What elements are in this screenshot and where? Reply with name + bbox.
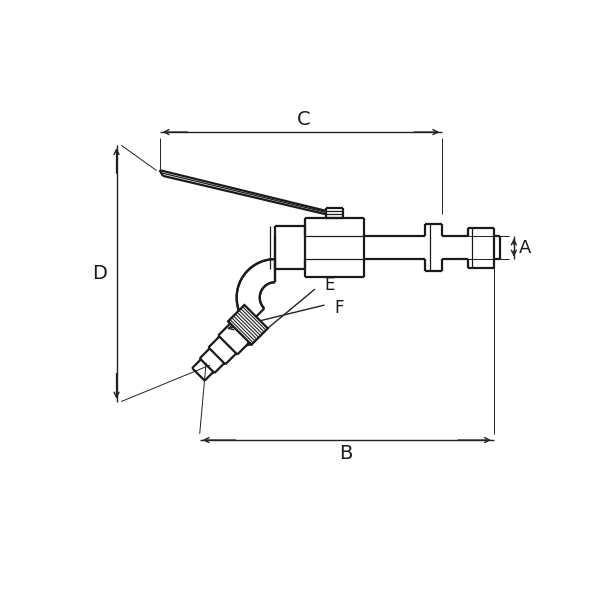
Polygon shape (228, 305, 268, 345)
Text: C: C (297, 110, 310, 129)
Text: A: A (518, 239, 531, 257)
Text: F: F (334, 299, 344, 317)
Text: D: D (92, 264, 107, 283)
Polygon shape (236, 259, 275, 325)
Text: B: B (340, 443, 353, 463)
Text: E: E (325, 275, 335, 293)
